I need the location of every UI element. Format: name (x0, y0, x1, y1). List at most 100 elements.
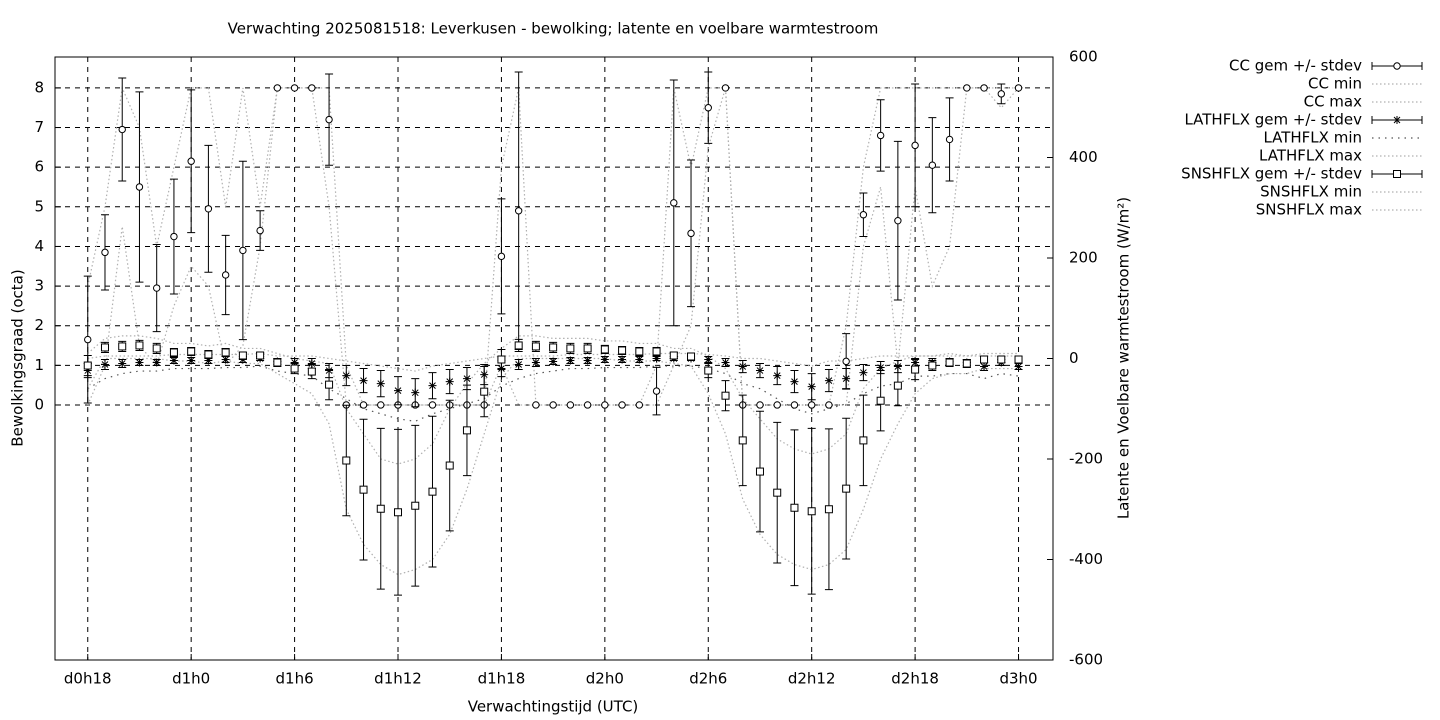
marker (359, 485, 368, 494)
marker (394, 386, 403, 395)
marker (152, 284, 161, 292)
x-tick-label: d1h6 (276, 670, 314, 688)
marker (618, 346, 627, 355)
marker (428, 381, 437, 390)
marker (824, 505, 833, 514)
marker (531, 342, 540, 351)
y2-tick-label: 0 (1069, 349, 1079, 367)
marker (204, 356, 213, 365)
marker (859, 211, 868, 219)
marker (945, 135, 954, 144)
x-tick-label: d2h6 (689, 670, 727, 688)
marker (790, 377, 799, 386)
x-tick-label: d3h0 (999, 670, 1037, 688)
marker (376, 379, 385, 388)
marker (773, 401, 781, 409)
legend-label: CC gem +/- stdev (1229, 57, 1362, 75)
marker (825, 401, 833, 409)
marker (601, 401, 609, 409)
legend-label: LATHFLX gem +/- stdev (1184, 111, 1362, 129)
legend-marker (1393, 116, 1401, 124)
marker (1014, 362, 1023, 371)
marker (755, 366, 764, 375)
marker (187, 157, 195, 165)
y2-axis-label: Latente en Voelbare warmtestroom (W/m²) (1115, 197, 1133, 519)
marker (876, 396, 885, 405)
legend-label: SNSHFLX max (1256, 201, 1362, 219)
marker (290, 364, 299, 373)
marker (135, 358, 144, 367)
y-tick-label: 2 (34, 316, 44, 334)
marker (307, 367, 316, 376)
marker (876, 131, 885, 140)
marker (273, 84, 282, 92)
y2-tick-label: -200 (1069, 450, 1103, 468)
marker (445, 377, 454, 386)
marker (238, 355, 247, 364)
marker (359, 376, 368, 385)
marker (980, 84, 988, 92)
marker (152, 358, 161, 367)
marker (859, 368, 868, 377)
marker (600, 355, 609, 364)
y2-tick-label: -600 (1069, 651, 1103, 669)
marker (928, 161, 937, 169)
marker (807, 382, 816, 391)
marker (876, 363, 885, 372)
marker (101, 248, 109, 257)
marker (514, 207, 523, 215)
marker (566, 344, 575, 353)
marker (738, 362, 747, 371)
marker (239, 246, 247, 255)
y-tick-label: 8 (34, 78, 44, 96)
marker (83, 361, 92, 370)
marker (497, 252, 506, 261)
x-tick-label: d0h18 (64, 670, 112, 688)
y-tick-label: 6 (34, 158, 44, 176)
range-line (87, 352, 1019, 372)
marker (325, 115, 333, 124)
marker (859, 436, 868, 445)
marker (480, 387, 489, 396)
marker (169, 356, 178, 365)
marker (721, 358, 730, 367)
marker (1014, 355, 1023, 364)
marker (411, 501, 420, 510)
y-axis-label: Bewolkingsgraad (octa) (9, 269, 27, 446)
marker (911, 141, 919, 150)
y-tick-label: 5 (34, 197, 44, 215)
marker (618, 401, 626, 409)
marker (221, 355, 230, 364)
marker (893, 381, 902, 390)
marker (755, 467, 764, 476)
marker (290, 358, 299, 367)
marker (635, 347, 644, 356)
marker (669, 351, 678, 360)
marker (342, 371, 351, 380)
marker (411, 388, 420, 397)
y-tick-label: 0 (34, 395, 44, 413)
marker (549, 357, 558, 366)
marker (704, 355, 713, 364)
marker (687, 352, 696, 361)
marker (635, 355, 644, 364)
marker (600, 345, 609, 354)
marker (204, 205, 213, 213)
marker (566, 356, 575, 365)
marker (583, 401, 592, 409)
y2-tick-label: 200 (1069, 249, 1098, 267)
marker (428, 401, 437, 409)
marker (842, 357, 850, 366)
chart-title: Verwachting 2025081518: Leverkusen - bew… (228, 20, 879, 38)
marker (342, 456, 351, 465)
marker (980, 362, 989, 371)
y-tick-label: 1 (34, 356, 44, 374)
marker (170, 232, 178, 241)
marker (962, 359, 971, 368)
marker (790, 401, 799, 409)
marker (928, 361, 937, 370)
y2-tick-label: 400 (1069, 148, 1098, 166)
marker (118, 342, 127, 351)
range-line (87, 335, 1019, 465)
